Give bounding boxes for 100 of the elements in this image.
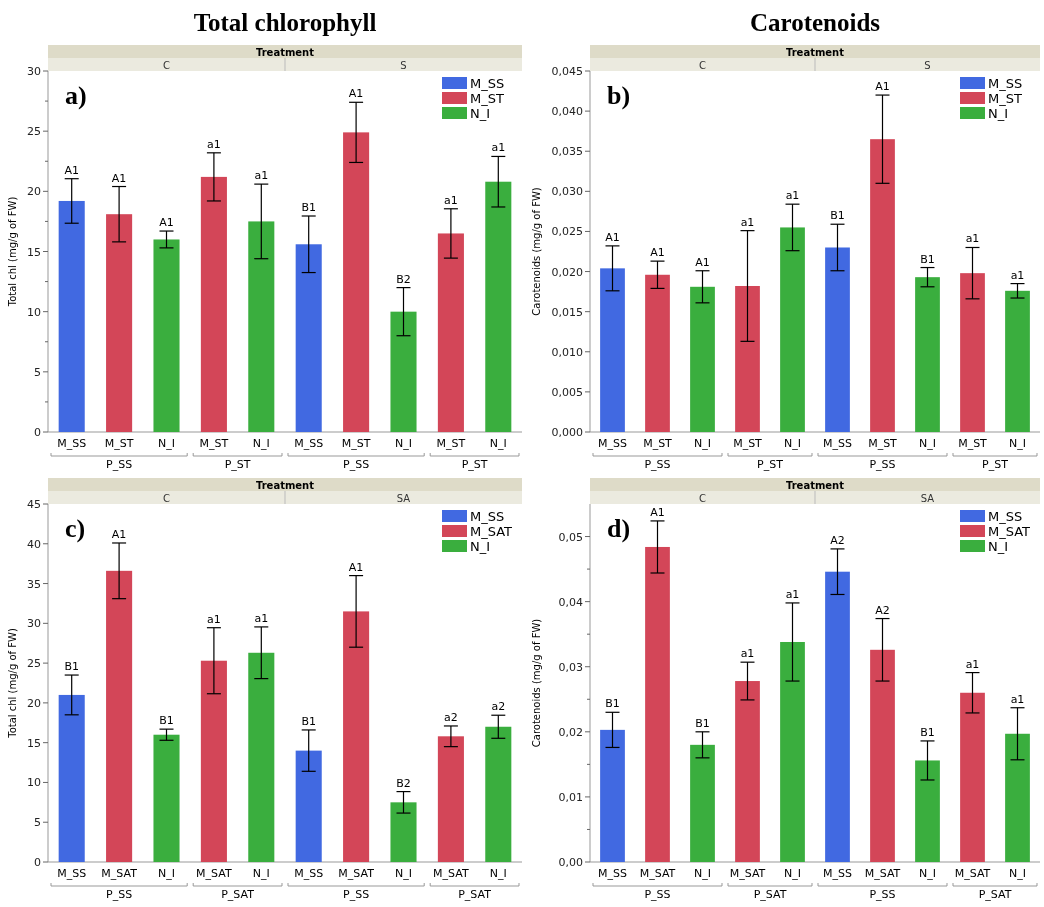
annotation: B2 [396, 776, 411, 790]
x-tick-label: N_I [784, 867, 801, 880]
text: Treatment [785, 479, 845, 491]
text: S [400, 59, 407, 71]
bar [58, 200, 85, 432]
bar [58, 694, 85, 862]
annotation: a1 [207, 612, 221, 626]
bar [825, 571, 850, 862]
bar [343, 611, 370, 862]
x-tick-label: N_I [252, 437, 270, 450]
x-tick-label: M_SAT [729, 867, 766, 880]
y-axis-title: Total chl (mg/g of FW) [7, 628, 18, 739]
bar [915, 277, 940, 432]
bar [1005, 733, 1030, 862]
x-tick-label: M_ST [199, 437, 229, 450]
legend-label: M_ST [988, 91, 1022, 106]
annotation: a1 [785, 587, 800, 601]
x-tick-label: M_SS [598, 437, 627, 450]
bar [825, 247, 850, 432]
legend-label: M_SS [470, 76, 505, 91]
bar [870, 139, 895, 432]
annotation: c) [65, 514, 86, 543]
x-tick-label: N_I [919, 437, 936, 450]
y-tick-label: 0,03 [558, 660, 583, 674]
y-tick-label: 15 [27, 245, 41, 259]
text: C [699, 492, 707, 504]
annotation: a1 [207, 137, 221, 151]
text: P_ST [757, 458, 784, 471]
text: SA [920, 492, 935, 504]
chart-title: Carotenoids [749, 9, 881, 36]
y-tick-label: 30 [27, 617, 41, 631]
legend-label: N_I [988, 106, 1009, 121]
x-tick-label: M_SAT [338, 867, 375, 880]
y-tick-label: 0,01 [558, 790, 583, 804]
annotation: A1 [650, 505, 665, 519]
y-tick-label: 40 [27, 537, 41, 551]
text: P_ST [982, 458, 1009, 471]
chart-title: Total chlorophyll [193, 9, 377, 36]
legend-label: N_I [470, 539, 491, 554]
y-tick-label: 0,005 [551, 385, 583, 399]
y-tick-label: 0,015 [551, 305, 583, 319]
annotation: a1 [965, 657, 980, 671]
text: Treatment [785, 46, 845, 58]
bar [690, 286, 715, 432]
annotation: a2 [491, 700, 506, 714]
y-tick-label: 35 [27, 577, 41, 591]
x-tick-label: M_ST [868, 437, 898, 450]
x-tick-label: N_I [158, 867, 175, 880]
bar [915, 760, 940, 862]
y-tick-label: 0,04 [558, 595, 583, 609]
annotation: A1 [111, 171, 127, 185]
annotation: B1 [695, 716, 710, 730]
y-tick-label: 25 [27, 125, 41, 139]
bar [390, 802, 417, 862]
legend-label: M_SS [470, 509, 505, 524]
x-tick-label: N_I [252, 867, 270, 880]
bar [645, 274, 670, 432]
y-tick-label: 0,035 [551, 145, 583, 159]
y-tick-label: 0,030 [551, 185, 583, 199]
bar [780, 641, 805, 862]
text: P_SAT [458, 888, 492, 901]
annotation: a1 [254, 611, 269, 625]
text: C [163, 59, 171, 71]
text: P_SS [106, 458, 133, 471]
annotation: B1 [301, 201, 316, 214]
bar [870, 649, 895, 862]
annotation: B1 [605, 697, 620, 711]
bar [437, 233, 464, 432]
annotation: a1 [254, 169, 269, 183]
y-tick-label: 10 [27, 305, 41, 319]
annotation: A1 [695, 255, 710, 269]
y-tick-label: 20 [27, 185, 41, 199]
annotation: a1 [491, 141, 506, 155]
x-tick-label: M_SAT [864, 867, 901, 880]
text: C [699, 59, 707, 71]
x-tick-label: M_SAT [433, 867, 469, 880]
text: C [163, 492, 171, 504]
y-tick-label: 25 [27, 657, 41, 671]
bar [780, 227, 805, 432]
annotation: a1 [444, 193, 458, 207]
x-tick-label: M_SS [57, 867, 87, 880]
x-tick-label: N_I [158, 437, 175, 450]
text: Treatment [255, 46, 315, 58]
text: P_SS [869, 888, 896, 901]
text: SA [396, 492, 411, 504]
text: P_SS [644, 888, 671, 901]
annotation: d) [607, 514, 631, 543]
bar [343, 132, 370, 432]
bar [645, 546, 670, 862]
y-tick-label: 15 [27, 736, 41, 750]
x-tick-label: M_SS [294, 867, 324, 880]
annotation: a1 [1010, 692, 1025, 706]
x-tick-label: N_I [784, 437, 801, 450]
bar [295, 750, 322, 862]
bar [485, 181, 512, 432]
x-tick-label: M_ST [104, 437, 134, 450]
y-tick-label: 45 [27, 498, 41, 511]
annotation: A1 [159, 216, 174, 230]
annotation: a1 [1010, 268, 1025, 282]
annotation: a1 [740, 215, 755, 229]
